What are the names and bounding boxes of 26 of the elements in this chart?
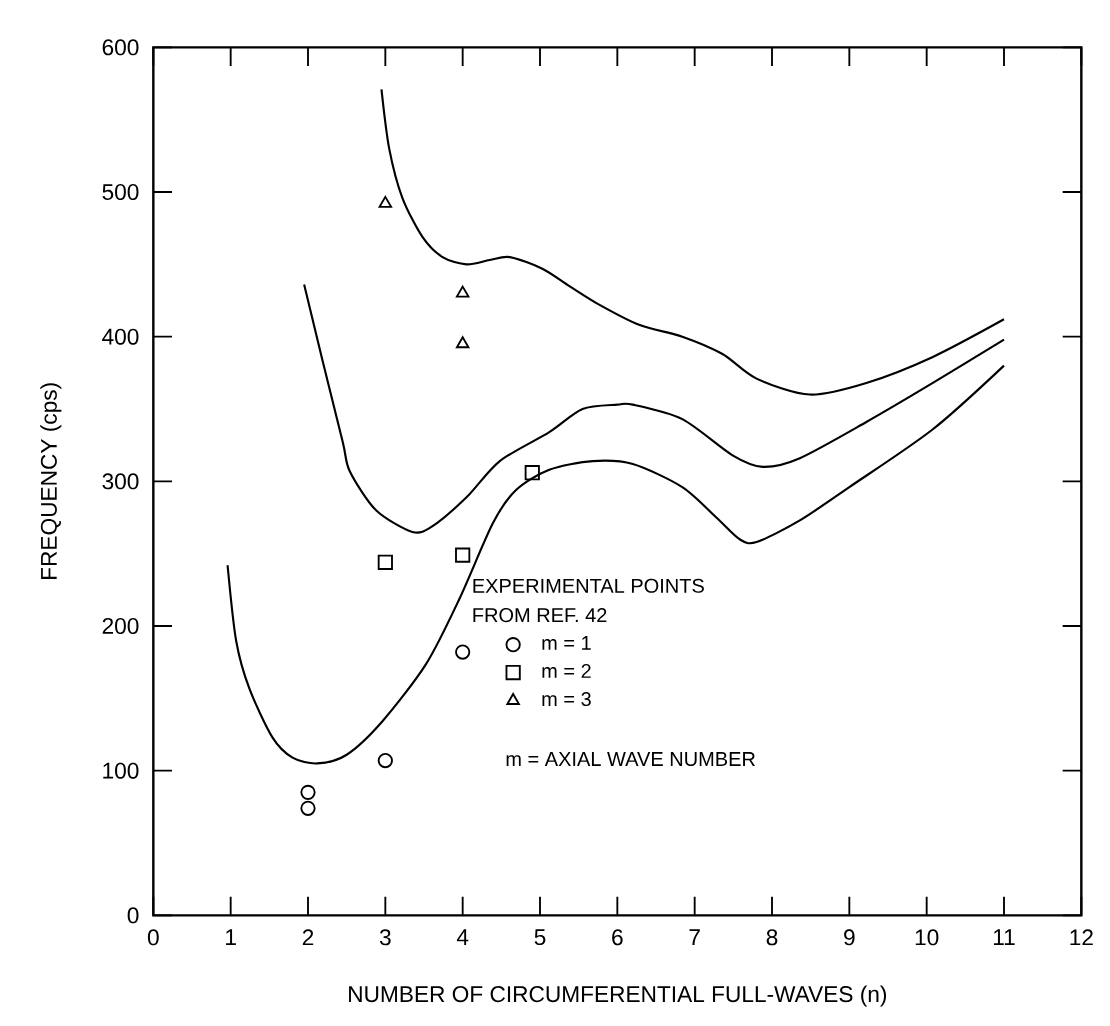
x-tick-label: 3 xyxy=(379,929,391,946)
x-tick-label: 5 xyxy=(534,929,546,946)
x-tick-label: 6 xyxy=(612,929,623,946)
x-tick-label: 7 xyxy=(689,929,700,945)
x-tick-label: 8 xyxy=(766,929,778,946)
legend-label: m = 2 xyxy=(542,663,591,678)
x-tick-label: 2 xyxy=(302,929,314,946)
annotation: m = AXIAL WAVE NUMBER xyxy=(506,752,755,767)
x-tick-label: 0 xyxy=(147,929,159,946)
x-tick-label: 1 xyxy=(226,929,236,945)
x-axis-title: NUMBER OF CIRCUMFERENTIAL FULL-WAVES (n) xyxy=(349,985,887,1007)
x-tick-label: 11 xyxy=(993,929,1015,945)
y-tick-label: 400 xyxy=(102,328,139,345)
x-tick-label: 9 xyxy=(844,929,855,946)
legend-label: m = 1 xyxy=(542,636,591,650)
x-tick-label: 12 xyxy=(1070,929,1093,946)
x-tick-label: 10 xyxy=(915,929,939,946)
y-tick-label: 500 xyxy=(102,183,139,201)
y-tick-label: 100 xyxy=(103,762,139,779)
legend-label: m = 3 xyxy=(542,691,591,707)
y-axis-title: FREQUENCY (cps) xyxy=(40,383,62,579)
y-tick-label: 600 xyxy=(102,39,139,56)
y-tick-label: 200 xyxy=(102,617,139,635)
y-tick-label: 300 xyxy=(102,473,139,490)
y-tick-label: 0 xyxy=(127,907,139,924)
x-tick-label: 4 xyxy=(456,929,469,945)
